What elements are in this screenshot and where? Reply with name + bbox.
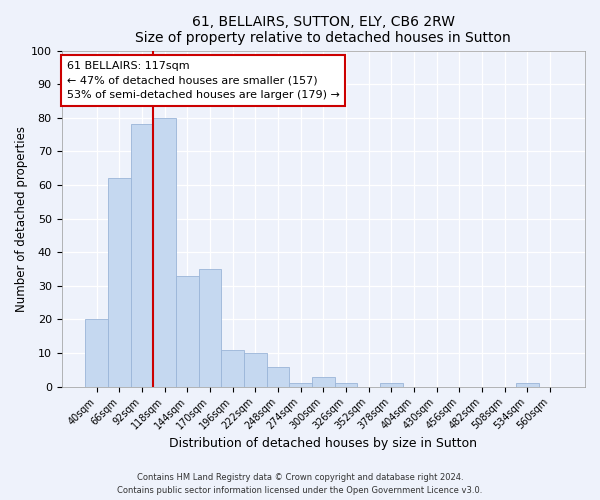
Bar	[289, 384, 312, 386]
Bar	[380, 384, 403, 386]
Bar	[221, 350, 244, 387]
Title: 61, BELLAIRS, SUTTON, ELY, CB6 2RW
Size of property relative to detached houses : 61, BELLAIRS, SUTTON, ELY, CB6 2RW Size …	[136, 15, 511, 45]
Text: Contains HM Land Registry data © Crown copyright and database right 2024.
Contai: Contains HM Land Registry data © Crown c…	[118, 474, 482, 495]
Bar	[108, 178, 131, 386]
Bar	[312, 376, 335, 386]
Text: 61 BELLAIRS: 117sqm
← 47% of detached houses are smaller (157)
53% of semi-detac: 61 BELLAIRS: 117sqm ← 47% of detached ho…	[67, 60, 340, 100]
Bar	[176, 276, 199, 386]
Bar	[85, 320, 108, 386]
Bar	[266, 366, 289, 386]
Bar	[516, 384, 539, 386]
Bar	[244, 353, 266, 386]
Bar	[131, 124, 153, 386]
Bar	[153, 118, 176, 386]
Bar	[335, 384, 357, 386]
Bar	[199, 269, 221, 386]
X-axis label: Distribution of detached houses by size in Sutton: Distribution of detached houses by size …	[169, 437, 477, 450]
Y-axis label: Number of detached properties: Number of detached properties	[15, 126, 28, 312]
